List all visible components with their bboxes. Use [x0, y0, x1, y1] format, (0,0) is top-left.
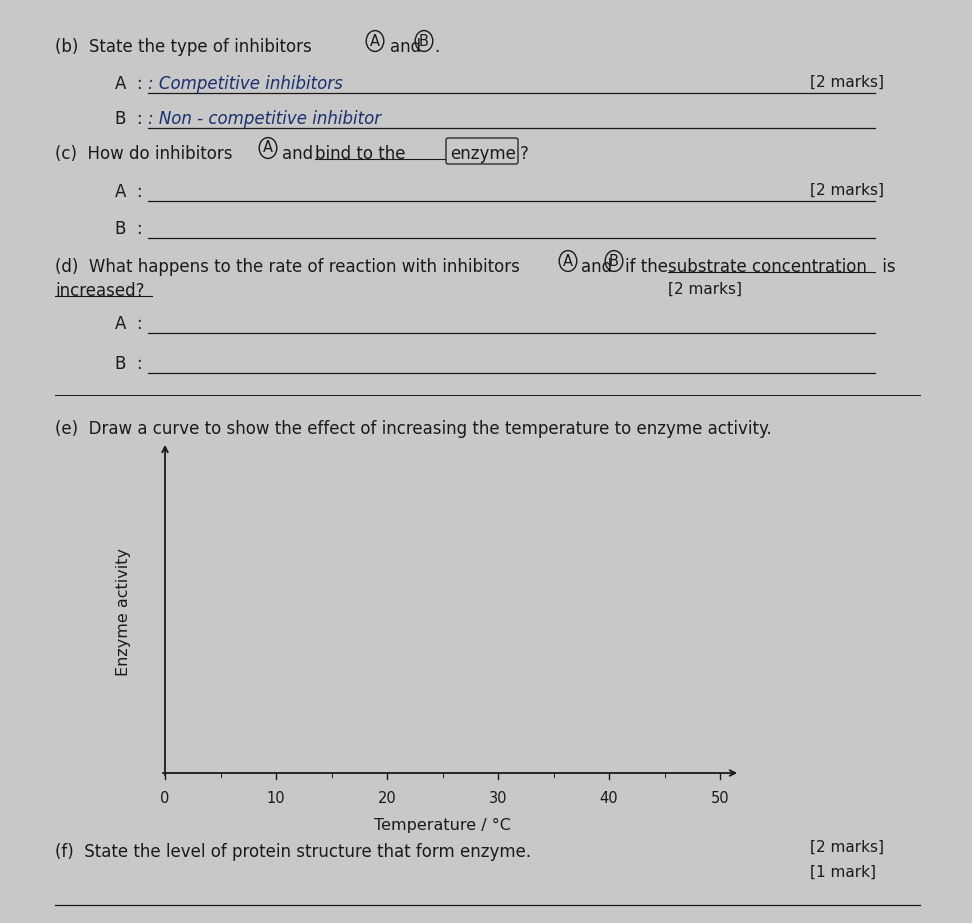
- Text: A: A: [263, 140, 273, 155]
- Text: [2 marks]: [2 marks]: [810, 840, 884, 855]
- Text: and: and: [390, 38, 421, 56]
- Text: .: .: [434, 38, 439, 56]
- Text: [1 mark]: [1 mark]: [810, 865, 876, 880]
- Text: and: and: [581, 258, 612, 276]
- Text: (b)  State the type of inhibitors: (b) State the type of inhibitors: [55, 38, 317, 56]
- Text: Enzyme activity: Enzyme activity: [116, 548, 130, 677]
- Text: substrate concentration: substrate concentration: [668, 258, 867, 276]
- Text: Temperature / °C: Temperature / °C: [374, 818, 511, 833]
- Text: 30: 30: [489, 791, 507, 806]
- Text: (c)  How do inhibitors: (c) How do inhibitors: [55, 145, 238, 163]
- Text: [2 marks]: [2 marks]: [810, 183, 884, 198]
- Text: (d)  What happens to the rate of reaction with inhibitors: (d) What happens to the rate of reaction…: [55, 258, 525, 276]
- Text: ?: ?: [520, 145, 529, 163]
- Text: bind to the: bind to the: [315, 145, 405, 163]
- Text: B  :: B :: [115, 355, 143, 373]
- Text: B  :: B :: [115, 110, 143, 128]
- Text: 0: 0: [160, 791, 170, 806]
- Text: 10: 10: [266, 791, 286, 806]
- Text: : Non - competitive inhibitor: : Non - competitive inhibitor: [148, 110, 381, 128]
- Text: B: B: [609, 254, 619, 269]
- Text: A: A: [370, 33, 380, 49]
- Text: is: is: [877, 258, 895, 276]
- Text: : Competitive inhibitors: : Competitive inhibitors: [148, 75, 343, 93]
- Text: (e)  Draw a curve to show the effect of increasing the temperature to enzyme act: (e) Draw a curve to show the effect of i…: [55, 420, 772, 438]
- Text: (f)  State the level of protein structure that form enzyme.: (f) State the level of protein structure…: [55, 843, 531, 861]
- Text: increased?: increased?: [55, 282, 145, 300]
- Text: B: B: [419, 33, 429, 49]
- Text: 20: 20: [378, 791, 397, 806]
- Text: A: A: [563, 254, 573, 269]
- Text: 40: 40: [600, 791, 618, 806]
- Text: and: and: [282, 145, 319, 163]
- Text: if the: if the: [625, 258, 668, 276]
- Text: A  :: A :: [115, 183, 143, 201]
- Text: B  :: B :: [115, 220, 143, 238]
- Text: enzyme: enzyme: [450, 145, 516, 163]
- Text: [2 marks]: [2 marks]: [810, 75, 884, 90]
- Text: [2 marks]: [2 marks]: [668, 282, 742, 297]
- Text: 50: 50: [711, 791, 729, 806]
- Text: A  :: A :: [115, 315, 143, 333]
- Text: A  :: A :: [115, 75, 143, 93]
